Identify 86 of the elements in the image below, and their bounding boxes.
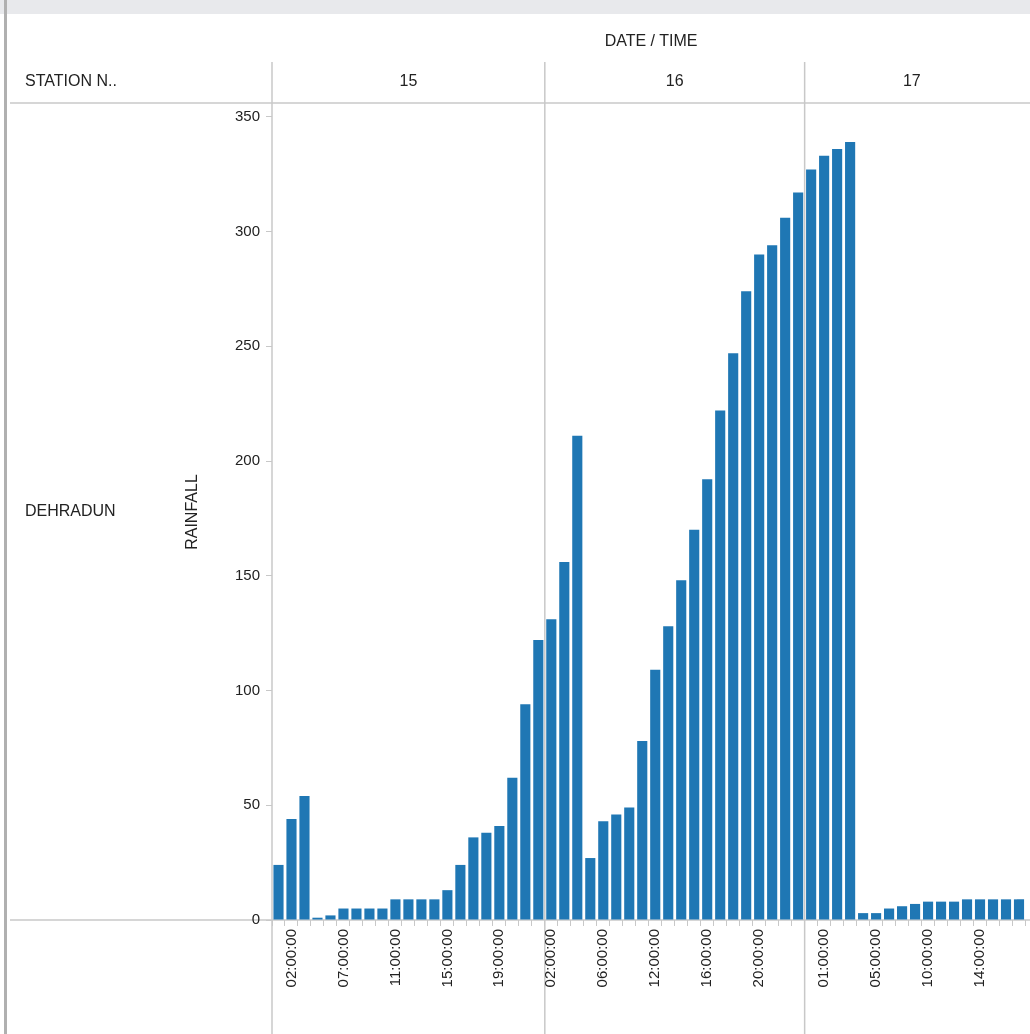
bar (299, 796, 310, 920)
bar (987, 899, 999, 920)
bar (559, 561, 570, 920)
bar (832, 148, 843, 920)
y-axis-title: RAINFALL (183, 473, 201, 550)
text: STATION N.. (25, 72, 117, 90)
text: DEHRADUN (25, 501, 116, 520)
y-tick-label: 200 (234, 451, 260, 469)
bar (897, 906, 908, 920)
bar (585, 858, 596, 920)
bar (403, 899, 414, 920)
bar (546, 619, 557, 920)
bar (650, 669, 661, 920)
x-tick-label: 02:00:00 (541, 929, 559, 988)
y-tick-label: 50 (243, 795, 260, 813)
x-tick-label: 01:00:00 (814, 929, 832, 988)
bar (572, 435, 583, 920)
bar (741, 291, 752, 920)
bar (598, 821, 609, 920)
bar (1000, 899, 1012, 920)
bar (974, 899, 986, 920)
bar (715, 410, 726, 920)
x-axis-title: DATE / TIME (603, 32, 699, 50)
bar (338, 908, 349, 920)
bar (689, 529, 700, 920)
x-tick-label: 19:00:00 (489, 929, 507, 988)
x-tick-label: 14:00:00 (970, 929, 988, 988)
bar (922, 901, 934, 920)
y-tick-label: 150 (234, 565, 260, 583)
bar (442, 890, 453, 920)
bar (624, 807, 635, 920)
bar (845, 142, 856, 920)
bar (494, 825, 505, 920)
y-tick-label: 250 (234, 336, 260, 354)
bar (780, 217, 791, 920)
bar (637, 740, 648, 920)
bar (819, 155, 830, 920)
x-tick-label: 20:00:00 (749, 929, 767, 988)
text: 15 (398, 72, 419, 90)
bar (390, 899, 401, 920)
bar (884, 908, 895, 920)
x-tick-label: 16:00:00 (697, 929, 715, 988)
y-tick-label: 0 (251, 910, 260, 928)
bar (806, 169, 817, 920)
x-tick-label: 12:00:00 (645, 929, 663, 988)
x-tick-label: 10:00:00 (918, 929, 936, 988)
text: 17 (901, 72, 922, 90)
y-tick-label: 350 (234, 106, 260, 124)
x-tick-label: 06:00:00 (593, 929, 611, 988)
bar (793, 192, 804, 920)
bar (286, 819, 297, 920)
bar (676, 580, 687, 920)
bar (754, 254, 765, 920)
y-tick-label: 100 (234, 680, 260, 698)
x-tick-label: 11:00:00 (385, 929, 403, 987)
text: 16 (664, 72, 685, 90)
bar (858, 913, 869, 920)
x-tick-label: 02:00:00 (281, 929, 299, 988)
bar (364, 908, 375, 920)
bar (455, 864, 466, 920)
y-tick-label: 300 (234, 221, 260, 239)
bar (351, 908, 362, 920)
bar (507, 777, 518, 920)
x-tick-label: 05:00:00 (866, 929, 884, 988)
bar (520, 704, 531, 920)
bar (468, 837, 479, 920)
bar (961, 899, 973, 920)
bar (663, 626, 674, 920)
x-tick-label: 15:00:00 (437, 929, 455, 988)
bar (948, 901, 960, 920)
bar (273, 864, 284, 920)
bar (871, 913, 882, 920)
bar (325, 915, 336, 920)
bar (429, 899, 440, 920)
x-tick-label: 07:00:00 (333, 929, 351, 988)
bar (416, 899, 427, 920)
bar (728, 353, 739, 920)
bar (910, 903, 921, 920)
bar (533, 640, 544, 920)
bar (767, 245, 778, 920)
bar (935, 901, 947, 920)
bar (481, 832, 492, 920)
bar (377, 908, 388, 920)
bar (1013, 899, 1025, 920)
bar (702, 479, 713, 920)
bar (611, 814, 622, 920)
